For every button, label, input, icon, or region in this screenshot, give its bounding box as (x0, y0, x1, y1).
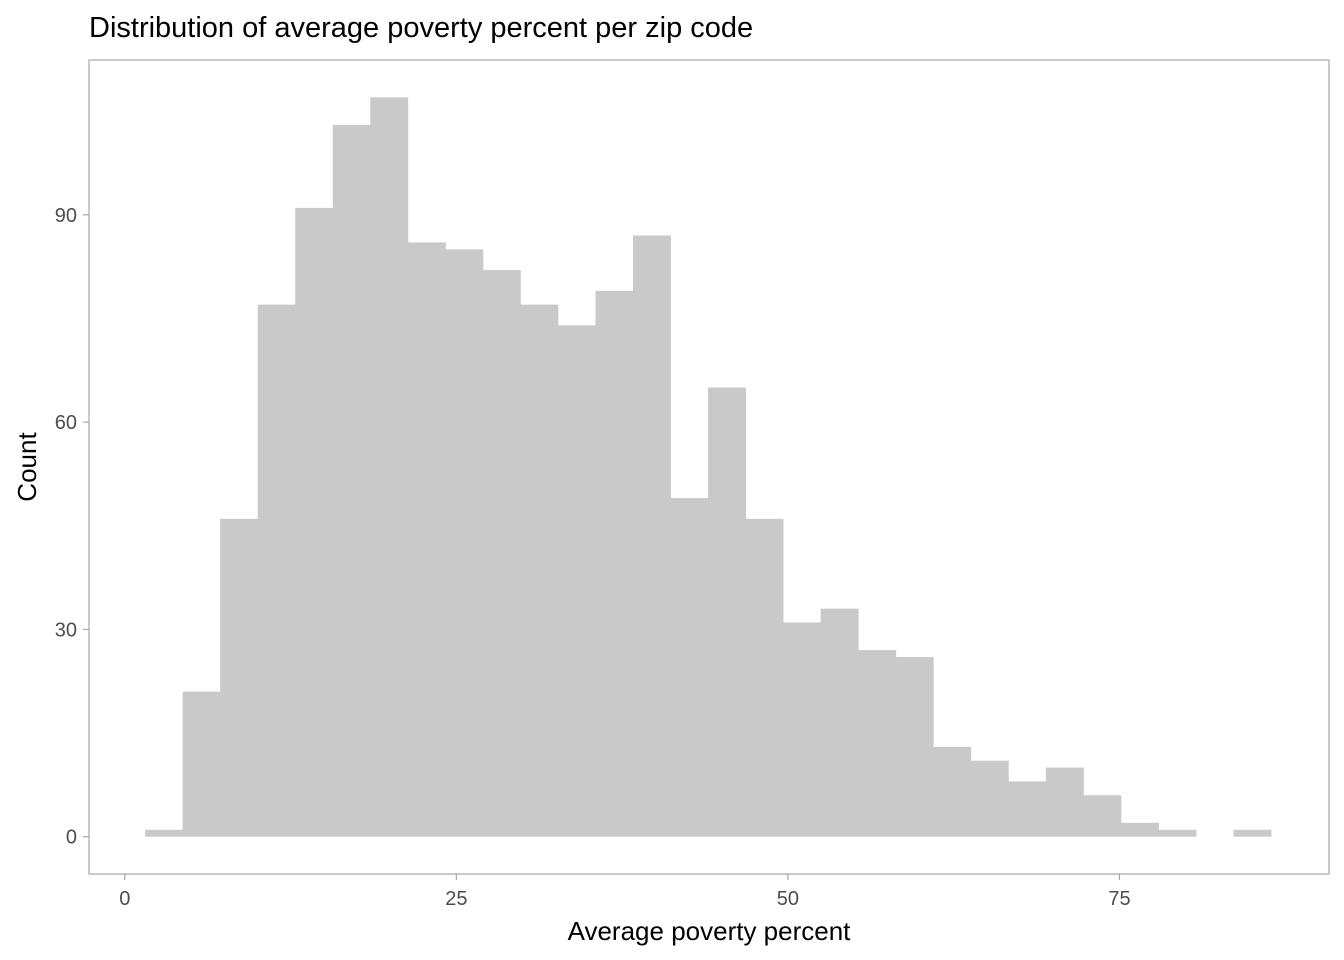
y-axis-title: Count (12, 432, 42, 502)
histogram-bar (708, 387, 746, 837)
y-tick-label: 30 (55, 619, 77, 641)
histogram-bar (745, 518, 784, 837)
histogram-bar (1008, 781, 1047, 837)
histogram-bar (182, 691, 221, 837)
y-tick-label: 90 (55, 205, 77, 227)
histogram-bar (1120, 822, 1159, 837)
histogram-bar (895, 657, 934, 837)
histogram-bar (820, 608, 859, 837)
histogram-bar (670, 498, 709, 837)
histogram-bar (633, 235, 671, 837)
y-axis: 0 30 60 90 (55, 205, 89, 849)
histogram-bar (1083, 795, 1122, 837)
y-tick-label: 60 (55, 412, 77, 434)
histogram-bar (257, 304, 296, 837)
x-tick-label: 75 (1108, 888, 1130, 910)
x-tick-label: 50 (777, 888, 799, 910)
histogram-bar (595, 290, 634, 837)
histogram-bar (332, 124, 371, 837)
histogram-bar (1158, 829, 1197, 837)
histogram-bar (407, 242, 446, 837)
plot-panel-border (88, 59, 1330, 875)
histogram-bar (970, 760, 1009, 837)
x-tick-label: 25 (445, 888, 467, 910)
y-tick-label: 0 (66, 827, 77, 849)
chart-title: Distribution of average poverty percent … (89, 12, 753, 44)
x-axis: 0 25 50 75 (119, 874, 1131, 910)
histogram-bar (482, 270, 521, 837)
histogram-bar (445, 249, 484, 837)
x-axis-title: Average poverty percent (568, 916, 852, 946)
histogram-bars (145, 97, 1272, 837)
histogram-bar (145, 829, 184, 837)
histogram-bar (520, 304, 559, 837)
histogram-bar (1233, 829, 1272, 837)
histogram-bar (858, 650, 897, 837)
histogram-bar (783, 622, 822, 837)
x-tick-label: 0 (119, 888, 130, 910)
histogram-bar (1045, 767, 1084, 837)
histogram-bar (370, 97, 409, 837)
histogram-bar (933, 746, 972, 837)
histogram-bar (295, 207, 334, 837)
histogram-bar (557, 325, 596, 837)
histogram-bar (220, 518, 259, 837)
